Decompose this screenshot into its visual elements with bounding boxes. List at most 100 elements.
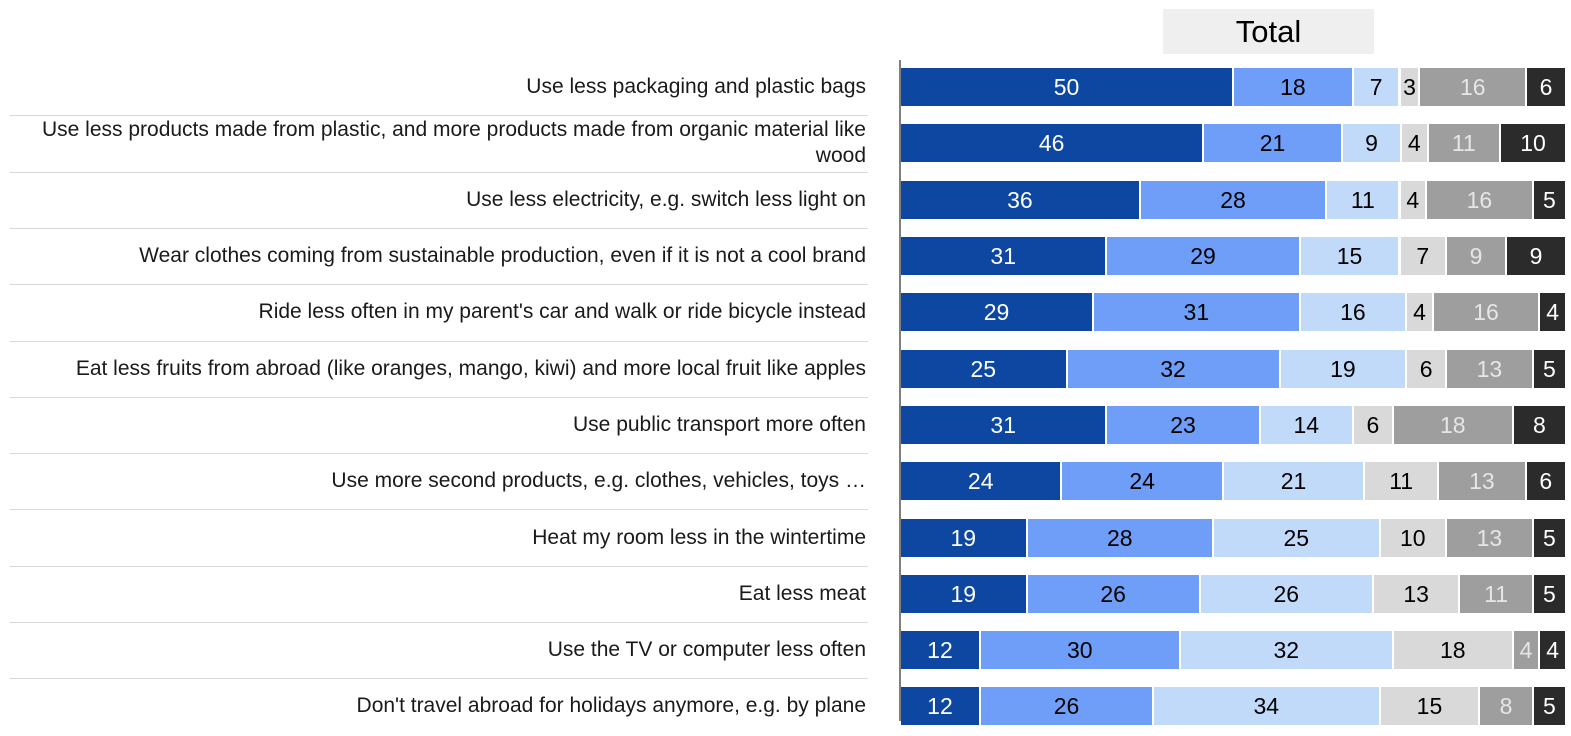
bar-segment: 12 [901,687,981,726]
bar-segment: 31 [1094,293,1301,332]
bar-segment: 4 [1540,293,1567,332]
bar-segment: 14 [1260,405,1354,444]
category-label: Eat less meat [738,581,866,605]
bar-segment: 7 [1353,68,1401,107]
bar-segment: 15 [1380,687,1481,726]
bar-segment: 19 [901,518,1028,557]
bar-segment: 16 [1420,68,1528,107]
bar-segment: 30 [980,631,1181,670]
bar-segment: 9 [1447,237,1508,276]
bar-segment: 21 [1204,124,1343,163]
bar-segment: 4 [1513,631,1541,670]
bar-segment: 29 [1107,237,1301,276]
chart-title: Total [1163,9,1374,54]
bar-segment: 11 [1428,124,1502,163]
chart-row: Ride less often in my parent's car and w… [0,284,1571,341]
bar-segment: 6 [1353,405,1394,444]
bar-segment: 8 [1480,687,1534,726]
row-separator [10,340,868,342]
row-separator [10,115,868,117]
bar-segment: 4 [1402,124,1429,163]
category-label: Use the TV or computer less often [547,638,866,662]
chart-row: Eat less meat 19 26 26 13 11 5 [0,565,1571,623]
bar-segment: 5 [1533,180,1567,219]
bar-segment: 13 [1447,518,1534,557]
bar-segment: 13 [1373,574,1461,613]
category-label: Use less products made from plastic, and… [41,118,866,168]
row-separator [10,396,868,398]
bar-segment: 25 [901,349,1068,388]
category-label: Ride less often in my parent's car and w… [258,300,866,324]
bar-segment: 21 [1223,462,1366,501]
category-label: Don't travel abroad for holidays anymore… [356,694,866,718]
bar-segment: 6 [1527,68,1567,107]
row-separator [10,678,868,680]
bar-segment: 4 [1407,293,1434,332]
bar-segment: 3 [1400,68,1421,107]
bar-segment: 7 [1400,237,1448,276]
bar-segment: 24 [901,462,1063,501]
bar-segment: 24 [1062,462,1224,501]
row-separator [10,565,868,567]
bar-segment: 28 [1140,180,1328,219]
bar-segment: 29 [901,293,1095,332]
bar-segment: 9 [1342,124,1403,163]
bar-segment: 26 [1027,574,1201,613]
bar-segment: 23 [1107,405,1261,444]
bar-segment: 18 [1234,68,1354,107]
bar-segment: 16 [1300,293,1408,332]
bar-segment: 10 [1380,518,1448,557]
category-label: Use less packaging and plastic bags [526,75,866,99]
category-label: Heat my room less in the wintertime [532,525,866,549]
bar-segment: 10 [1501,124,1567,163]
bar-segment: 26 [980,687,1155,726]
chart-row: Use public transport more often 31 23 14 6 18… [0,396,1571,454]
bar-segment: 13 [1439,462,1527,501]
bar-segment: 13 [1447,349,1534,388]
bar-segment: 11 [1460,574,1534,613]
bar-segment: 25 [1214,518,1381,557]
bar-segment: 15 [1300,237,1401,276]
bar-segment: 46 [901,124,1205,163]
bar-segment: 26 [1200,574,1374,613]
category-label: Use public transport more often [573,412,866,436]
bar-segment: 50 [901,68,1234,107]
bar-segment: 5 [1533,518,1567,557]
bar-segment: 4 [1400,180,1428,219]
chart-row: Use less electricity, e.g. switch less l… [0,171,1571,229]
bar-segment: 6 [1407,349,1448,388]
chart-row: Wear clothes coming from sustainable pro… [0,227,1571,285]
bar-segment: 11 [1365,462,1440,501]
chart-row: Use the TV or computer less often 12 30 32 1… [0,622,1571,679]
row-separator [10,171,868,173]
bar-segment: 8 [1513,405,1567,444]
bar-segment: 28 [1027,518,1214,557]
chart-row: Heat my room less in the wintertime 19 28 2… [0,509,1571,566]
bar-segment: 12 [901,631,981,670]
row-separator [10,453,868,455]
bar-segment: 5 [1533,687,1567,726]
chart-rows: Use less packaging and plastic bags 50 18 7… [0,60,1571,726]
category-label: Eat less fruits from abroad (like orange… [75,356,866,380]
row-separator [10,284,868,286]
chart-row: Use less packaging and plastic bags 50 18 7… [0,60,1571,116]
bar-segment: 32 [1180,631,1394,670]
bar-segment: 31 [901,237,1108,276]
bar-segment: 19 [1280,349,1408,388]
bar-segment: 18 [1393,405,1514,444]
category-label: Use less electricity, e.g. switch less l… [466,187,866,211]
chart-row: Don't travel abroad for holidays anymore… [0,678,1571,735]
axis-line [899,60,901,721]
bar-segment: 16 [1433,293,1541,332]
bar-segment: 18 [1393,631,1514,670]
row-separator [10,622,868,623]
bar-segment: 5 [1533,574,1567,613]
bar-segment: 19 [901,574,1028,613]
bar-segment: 5 [1533,349,1567,388]
chart-row: Use more second products, e.g. clothes, … [0,453,1571,510]
bar-segment: 36 [901,180,1141,219]
category-label: Wear clothes coming from sustainable pro… [139,244,866,268]
row-separator [10,227,868,229]
bar-segment: 9 [1507,237,1567,276]
bar-segment: 11 [1327,180,1401,219]
